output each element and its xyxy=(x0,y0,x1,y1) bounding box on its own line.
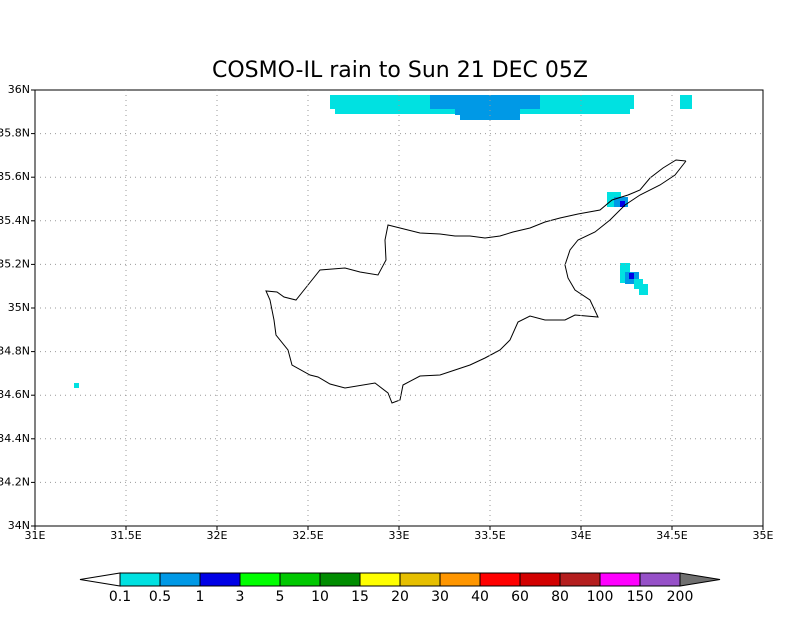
colorbar-over xyxy=(679,572,721,587)
rain-field xyxy=(74,95,692,388)
x-tick-label: 33E xyxy=(389,529,410,542)
rain-cell xyxy=(680,95,692,109)
colorbar-box xyxy=(279,572,321,587)
y-tick-label: 34.4N xyxy=(0,432,30,445)
colorbar-label: 5 xyxy=(276,589,285,605)
x-tick-label: 34.5E xyxy=(656,529,687,542)
y-tick-label: 34N xyxy=(8,519,30,532)
colorbar-label: 0.5 xyxy=(149,589,171,605)
map-title: COSMO-IL rain to Sun 21 DEC 05Z xyxy=(212,58,588,83)
colorbar-label: 30 xyxy=(431,589,449,605)
y-tick-label: 35N xyxy=(8,301,30,314)
colorbar-box xyxy=(159,572,201,587)
colorbar-box xyxy=(519,572,561,587)
rain-cell xyxy=(639,284,648,295)
rain-cell xyxy=(520,109,630,114)
colorbar-label: 1 xyxy=(196,589,205,605)
x-tick-label: 34E xyxy=(571,529,592,542)
y-tick-label: 36N xyxy=(8,83,30,96)
y-tick-label: 34.2N xyxy=(0,475,30,488)
x-tick-label: 35E xyxy=(753,529,774,542)
x-tick-label: 33.5E xyxy=(474,529,505,542)
rain-cell xyxy=(74,383,79,388)
colorbar-box xyxy=(199,572,241,587)
rain-cell xyxy=(335,109,455,114)
x-tick-label: 32.5E xyxy=(292,529,323,542)
rain-cell xyxy=(460,114,520,120)
rain-cell xyxy=(430,95,540,109)
rain-cell xyxy=(629,273,634,279)
y-tick-label: 35.6N xyxy=(0,170,30,183)
colorbar-label: 10 xyxy=(311,589,329,605)
colorbar-box xyxy=(119,572,161,587)
colorbar-box xyxy=(319,572,361,587)
colorbar-label: 200 xyxy=(667,589,694,605)
y-tick-label: 35.4N xyxy=(0,214,30,227)
coastline xyxy=(265,159,687,404)
y-tick-label: 34.6N xyxy=(0,388,30,401)
x-tick-label: 31.5E xyxy=(110,529,141,542)
colorbar-label: 0.1 xyxy=(109,589,131,605)
colorbar-label: 3 xyxy=(236,589,245,605)
y-tick-label: 34.8N xyxy=(0,345,30,358)
colorbar-box xyxy=(439,572,481,587)
colorbar-box xyxy=(599,572,641,587)
colorbar-box xyxy=(559,572,601,587)
rain-cell xyxy=(634,279,643,289)
colorbar-under xyxy=(79,572,121,587)
colorbar-label: 60 xyxy=(511,589,529,605)
colorbar-box xyxy=(239,572,281,587)
colorbar-label: 20 xyxy=(391,589,409,605)
y-tick-label: 35.8N xyxy=(0,127,30,140)
y-tick-label: 35.2N xyxy=(0,257,30,270)
colorbar-label: 100 xyxy=(587,589,614,605)
colorbar-label: 80 xyxy=(551,589,569,605)
colorbar-box xyxy=(359,572,401,587)
colorbar-box xyxy=(639,572,681,587)
colorbar-label: 150 xyxy=(627,589,654,605)
x-tick-label: 32E xyxy=(207,529,228,542)
x-tick-label: 31E xyxy=(25,529,46,542)
rain-cell xyxy=(455,109,520,115)
colorbar-box xyxy=(399,572,441,587)
colorbar-box xyxy=(479,572,521,587)
rain-cell xyxy=(620,201,625,207)
colorbar-label: 15 xyxy=(351,589,369,605)
colorbar-label: 40 xyxy=(471,589,489,605)
